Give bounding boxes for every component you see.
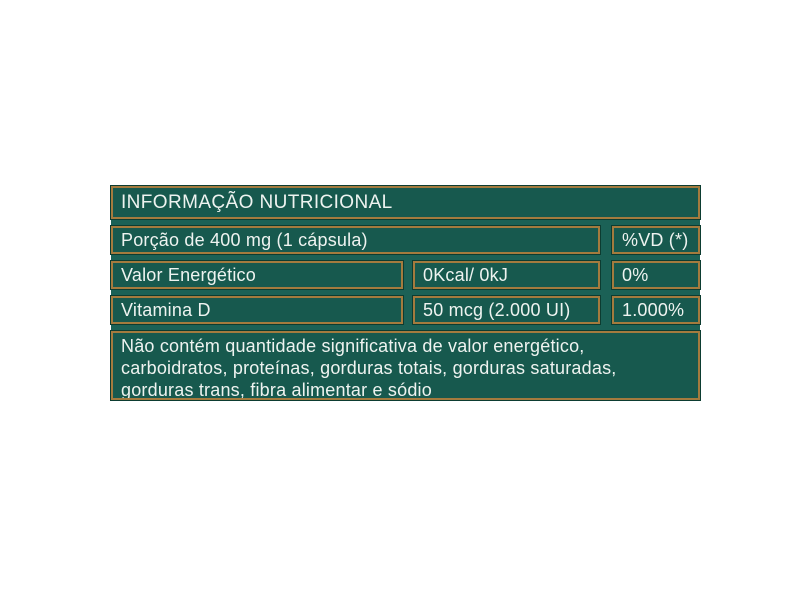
table-header-row: INFORMAÇÃO NUTRICIONAL [111, 186, 700, 219]
portion-row: Porção de 400 mg (1 cápsula) %VD (*) [111, 226, 700, 254]
footnote-line: carboidratos, proteínas, gorduras totais… [121, 358, 617, 378]
table-row-vitamin-d: Vitamina D 50 mcg (2.000 UI) 1.000% [111, 296, 700, 324]
nutrient-amount-cell: 50 mcg (2.000 UI) [413, 296, 600, 324]
footnote-line: gorduras trans, fibra alimentar e sódio [121, 380, 432, 400]
portion-size-cell: Porção de 400 mg (1 cápsula) [111, 226, 600, 254]
footnote-line: Não contém quantidade significativa de v… [121, 336, 585, 356]
nutrition-table: INFORMAÇÃO NUTRICIONAL Porção de 400 mg … [111, 186, 700, 400]
nutrient-name-cell: Valor Energético [111, 261, 403, 289]
footnote-row: Não contém quantidade significativa de v… [111, 331, 700, 400]
nutrient-amount-cell: 0Kcal/ 0kJ [413, 261, 600, 289]
table-row-energy: Valor Energético 0Kcal/ 0kJ 0% [111, 261, 700, 289]
nutrient-dv-cell: 1.000% [612, 296, 700, 324]
nutrient-name-cell: Vitamina D [111, 296, 403, 324]
footnote-cell: Não contém quantidade significativa de v… [111, 331, 700, 400]
nutrient-dv-cell: 0% [612, 261, 700, 289]
daily-value-header-cell: %VD (*) [612, 226, 700, 254]
table-title: INFORMAÇÃO NUTRICIONAL [111, 186, 700, 219]
